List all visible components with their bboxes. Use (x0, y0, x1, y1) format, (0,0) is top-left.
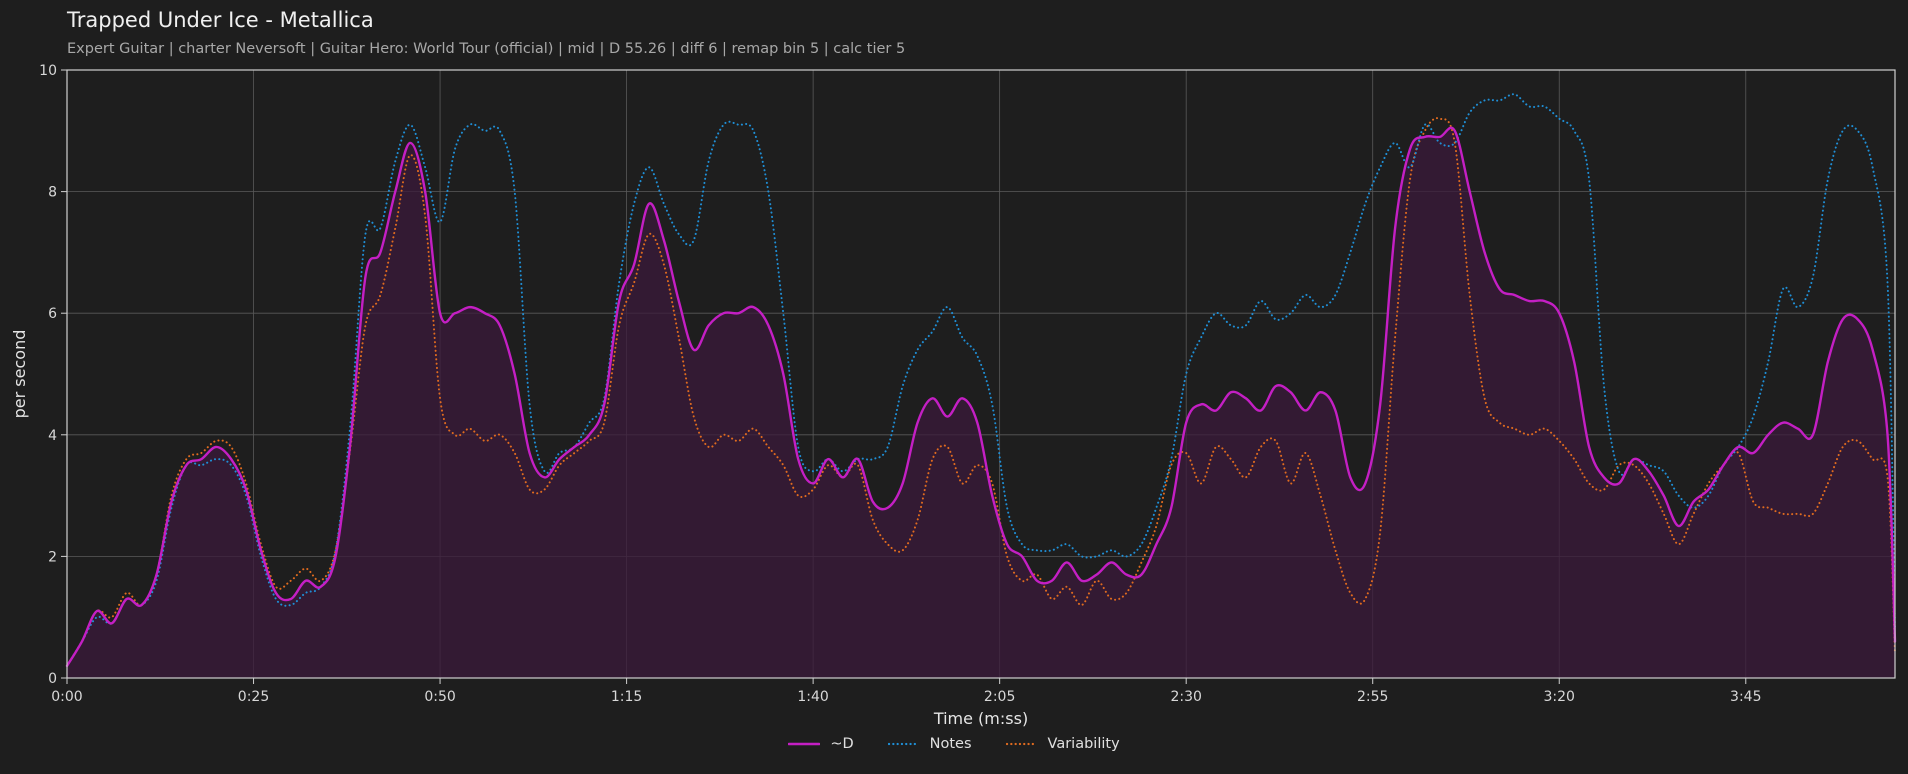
y-tick-label: 10 (39, 63, 57, 79)
legend-label: Notes (929, 736, 972, 752)
x-tick-label: 2:55 (1357, 689, 1388, 705)
legend-label: ~D (830, 736, 854, 752)
tick-labels: 0:00 0:25 0:50 1:15 1:40 2:05 2:30 2:55 3:20 3:45… (39, 63, 1761, 705)
series-line-d (65, 126, 1897, 668)
legend-item: Variability (1005, 736, 1120, 752)
x-tick-label: 1:40 (797, 689, 828, 705)
area-fill-d (67, 127, 1895, 678)
x-tick-label: 0:25 (238, 689, 269, 705)
series-line-notes (66, 93, 1896, 667)
x-tick-label: 0:50 (424, 689, 455, 705)
plot-frame (66, 69, 1896, 679)
x-tick-label: 0:00 (51, 689, 82, 705)
y-axis-label: per second (10, 330, 29, 419)
x-axis-label: Time (m:ss) (933, 709, 1028, 728)
x-tick-label: 2:30 (1170, 689, 1201, 705)
legend-swatch (887, 742, 920, 746)
legend-item: ~D (788, 736, 854, 752)
y-tick-label: 6 (48, 306, 57, 322)
area-fill-layer (67, 127, 1895, 678)
chart-title: Trapped Under Ice - Metallica (67, 8, 374, 32)
legend-label: Variability (1047, 736, 1120, 752)
series-layer (65, 93, 1897, 668)
x-tick-label: 2:05 (984, 689, 1015, 705)
y-tick-label: 8 (48, 185, 57, 201)
legend: ~D Notes Variability (0, 736, 1908, 752)
legend-swatch (788, 742, 821, 746)
legend-item: Notes (887, 736, 972, 752)
series-line-variability (66, 117, 1896, 667)
chart-subtitle: Expert Guitar | charter Neversoft | Guit… (67, 41, 906, 57)
x-tick-label: 3:45 (1730, 689, 1761, 705)
y-tick-label: 0 (48, 671, 57, 687)
x-tick-label: 3:20 (1544, 689, 1575, 705)
legend-swatch (1005, 742, 1038, 746)
x-tick-label: 1:15 (611, 689, 642, 705)
y-tick-label: 4 (48, 428, 57, 444)
y-tick-label: 2 (48, 549, 57, 565)
